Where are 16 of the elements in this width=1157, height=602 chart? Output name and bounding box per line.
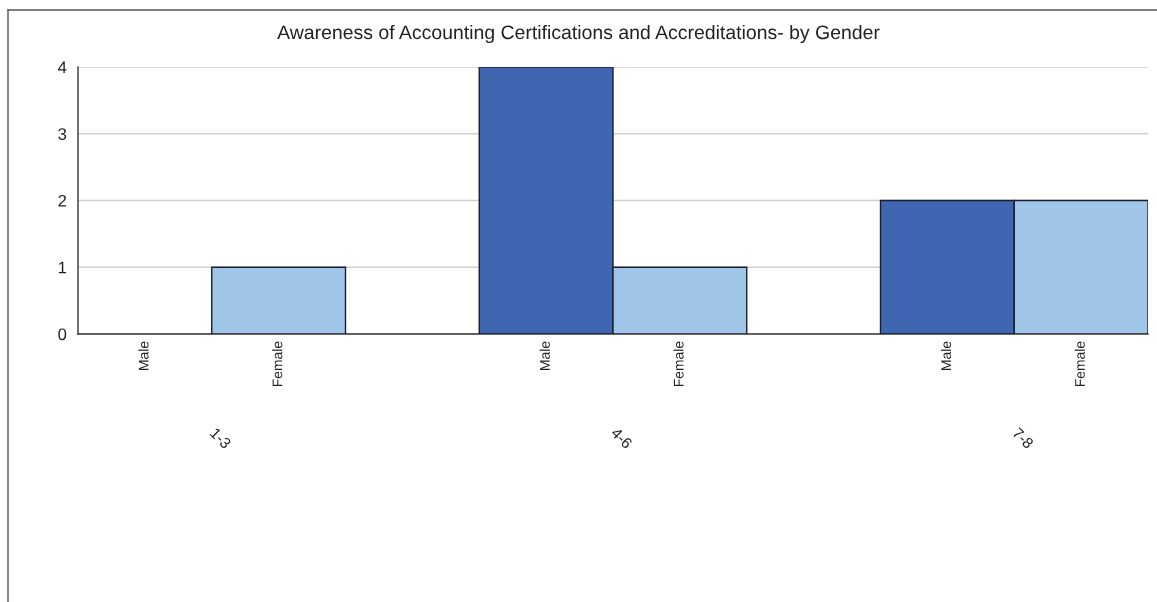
text: Female [272, 341, 283, 387]
text: Male [138, 341, 149, 370]
chart-title: Awareness of Accounting Certifications and Accreditations- by Gender [277, 24, 880, 44]
y-tick-label: 1 [58, 261, 67, 274]
y-tick-label: 2 [58, 194, 67, 207]
y-tick-label: 0 [58, 328, 67, 341]
text: Female [673, 341, 684, 387]
text: Male [539, 341, 550, 370]
x-tick-label: 4-6 [610, 426, 633, 450]
x-tick-label: 7-8 [1011, 427, 1035, 450]
x-tick-label: 1-3 [209, 427, 232, 450]
text: Female [1074, 341, 1085, 387]
y-tick-label: 3 [58, 128, 67, 140]
bar [211, 266, 347, 334]
text: Male [940, 341, 952, 370]
y-tick-label: 4 [58, 61, 67, 74]
